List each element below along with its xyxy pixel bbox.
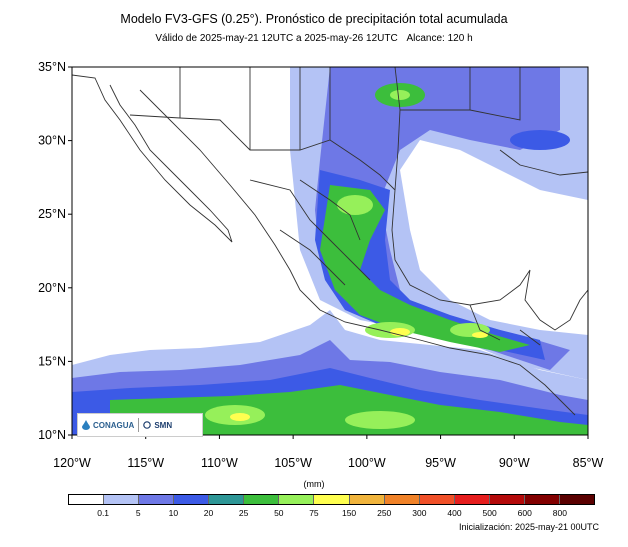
lon-axis: 120°W 115°W 110°W 105°W 100°W 95°W 90°W 85°W bbox=[53, 435, 604, 470]
colorbar-segment bbox=[139, 495, 175, 504]
lat-tick-label: 20°N bbox=[38, 281, 66, 295]
state-lines-1 bbox=[179, 67, 331, 150]
weather-icon bbox=[143, 421, 152, 429]
mexico-rain-green bbox=[320, 185, 530, 352]
logo-divider bbox=[138, 418, 140, 432]
colorbar-segment bbox=[69, 495, 105, 504]
lat-tick-label: 25°N bbox=[38, 207, 66, 221]
coastline-pacific-mainland bbox=[139, 89, 576, 416]
lon-tick-label: 95°W bbox=[425, 456, 456, 470]
colorbar-segment bbox=[454, 495, 490, 504]
colorbar-tick-label: 10 bbox=[168, 508, 179, 518]
colorbar-units: (mm) bbox=[303, 479, 325, 489]
colorbar-tick-label: 5 bbox=[135, 508, 141, 518]
pacific-rain-yellow bbox=[230, 413, 250, 421]
gulf-dry-area bbox=[420, 190, 560, 300]
state-lines-2 bbox=[400, 67, 521, 121]
colorbar-segment bbox=[174, 495, 210, 504]
coastline-gulf bbox=[391, 67, 588, 331]
colorbar bbox=[68, 494, 595, 505]
rain-core-5 bbox=[472, 332, 488, 338]
agency-logos: CONAGUA SMN bbox=[77, 413, 203, 437]
conagua-label: CONAGUA bbox=[93, 420, 135, 430]
colorbar-tick-label: 150 bbox=[341, 508, 357, 518]
colorbar-segment bbox=[244, 495, 280, 504]
colorbar-tick-label: 400 bbox=[447, 508, 462, 518]
colorbar-segment bbox=[209, 495, 245, 504]
rain-core-1 bbox=[337, 195, 373, 215]
colorbar-segment bbox=[489, 495, 525, 504]
map-frame bbox=[71, 66, 589, 436]
forecast-range: Alcance: 120 h bbox=[406, 33, 473, 44]
colorbar-segment bbox=[419, 495, 455, 504]
coastline-baja bbox=[72, 74, 233, 243]
lon-tick-label: 105°W bbox=[274, 456, 312, 470]
north-rain-2 bbox=[390, 90, 410, 100]
coastline-florida bbox=[499, 149, 588, 176]
colorbar-segment bbox=[104, 495, 140, 504]
water-drop-icon bbox=[82, 420, 90, 430]
colorbar-tick-label: 800 bbox=[552, 508, 567, 518]
smn-logo: SMN bbox=[139, 420, 176, 430]
map-title: Modelo FV3-GFS (0.25°). Pronóstico de pr… bbox=[120, 12, 508, 26]
colorbar-tick-label: 250 bbox=[377, 508, 392, 518]
colorbar-segment bbox=[524, 495, 560, 504]
colorbar-segment bbox=[349, 495, 385, 504]
colorbar-segment bbox=[314, 495, 350, 504]
conagua-logo: CONAGUA bbox=[78, 420, 138, 430]
colorbar-segment bbox=[384, 495, 420, 504]
smn-label: SMN bbox=[154, 420, 173, 430]
colorbar-tick-label: 0.1 bbox=[97, 508, 110, 518]
state-lines-mx bbox=[249, 179, 371, 286]
colorbar-tick-label: 25 bbox=[238, 508, 249, 518]
colorbar-segment bbox=[559, 495, 594, 504]
lon-tick-label: 110°W bbox=[201, 456, 238, 470]
north-rain-3 bbox=[510, 130, 570, 150]
colorbar-tick-label: 500 bbox=[482, 508, 497, 518]
colorbar-segment bbox=[279, 495, 315, 504]
lat-tick-label: 35°N bbox=[38, 60, 66, 74]
lat-axis: 35°N 30°N 25°N 20°N 15°N 10°N bbox=[38, 60, 72, 442]
map-subtitle: Válido de 2025-may-21 12UTC a 2025-may-2… bbox=[0, 33, 628, 44]
colorbar-tick-label: 50 bbox=[274, 508, 284, 518]
lat-tick-label: 10°N bbox=[38, 428, 66, 442]
lon-tick-label: 90°W bbox=[499, 456, 530, 470]
lon-tick-label: 115°W bbox=[127, 456, 164, 470]
colorbar-tick-label: 600 bbox=[517, 508, 532, 518]
initialization-time: Inicialización: 2025-may-21 00UTC bbox=[458, 522, 599, 532]
colorbar-ticks: 0.1 5 10 20 25 50 75 150 250 300 400 500 600 800 bbox=[68, 508, 595, 520]
colorbar-tick-label: 20 bbox=[203, 508, 214, 518]
lat-tick-label: 15°N bbox=[38, 354, 66, 368]
lat-tick-label: 30°N bbox=[38, 134, 66, 148]
lon-tick-label: 100°W bbox=[348, 456, 386, 470]
lon-tick-label: 85°W bbox=[573, 456, 604, 470]
pacific-rain-lime-2 bbox=[345, 411, 415, 429]
valid-period: Válido de 2025-may-21 12UTC a 2025-may-2… bbox=[155, 33, 398, 44]
lon-tick-label: 120°W bbox=[53, 456, 91, 470]
colorbar-tick-label: 75 bbox=[309, 508, 319, 518]
colorbar-tick-label: 300 bbox=[412, 508, 427, 518]
central-america-lines bbox=[469, 304, 541, 346]
